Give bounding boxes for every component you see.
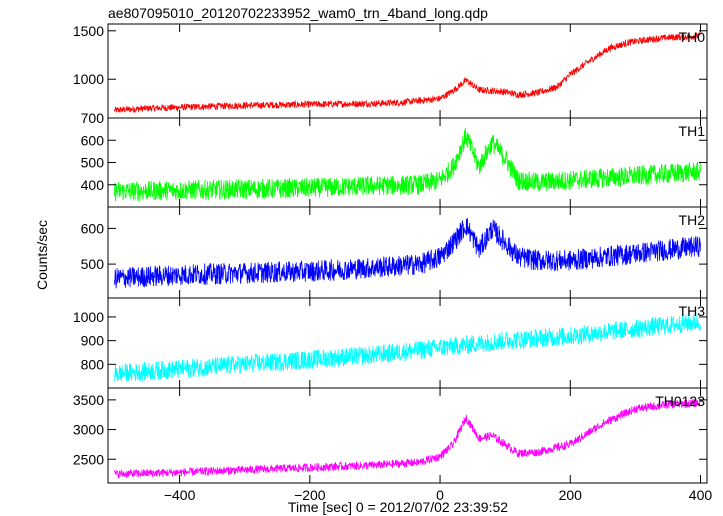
- y-axis-label: Counts/sec: [34, 220, 50, 290]
- series-line-th0123: [114, 398, 701, 479]
- x-tick-label: 200: [559, 487, 583, 503]
- series-line-th1: [114, 127, 701, 202]
- series-label: TH0123: [655, 393, 705, 409]
- y-tick-label: 3000: [73, 422, 104, 438]
- chart-title: ae807095010_20120702233952_wam0_trn_4ban…: [108, 5, 488, 21]
- x-tick-label: 400: [689, 487, 713, 503]
- y-tick-label: 500: [81, 155, 105, 171]
- y-tick-label: 500: [81, 256, 105, 272]
- series-label: TH2: [679, 212, 706, 228]
- x-axis-label: Time [sec] 0 = 2012/07/02 23:39:52: [288, 499, 508, 515]
- series-line-th2: [114, 217, 701, 289]
- series-label: TH1: [679, 123, 706, 139]
- y-tick-label: 800: [81, 356, 105, 372]
- y-tick-label: 1000: [73, 309, 104, 325]
- y-tick-label: 2500: [73, 451, 104, 467]
- series-label: TH3: [679, 303, 706, 319]
- x-tick-label: −200: [294, 487, 326, 503]
- panels-group: TH0 1000 1500 TH1 400 500 600 700 TH2 500 600 TH3 80…: [73, 23, 713, 503]
- y-tick-label: 700: [81, 110, 105, 126]
- y-tick-label: 3500: [73, 392, 104, 408]
- y-tick-label: 1500: [73, 23, 104, 39]
- panel-frame: [107, 387, 708, 484]
- y-tick-label: 400: [81, 177, 105, 193]
- panel-frame: [107, 23, 708, 119]
- y-tick-label: 900: [81, 333, 105, 349]
- series-label: TH0: [679, 29, 706, 45]
- y-tick-label: 600: [81, 220, 105, 236]
- x-tick-label: 0: [436, 487, 444, 503]
- series-line-th0: [114, 32, 701, 114]
- y-tick-label: 600: [81, 132, 105, 148]
- x-tick-label: −400: [164, 487, 196, 503]
- y-tick-label: 1000: [73, 71, 104, 87]
- panel-frame: [107, 117, 708, 208]
- series-line-th3: [114, 313, 701, 383]
